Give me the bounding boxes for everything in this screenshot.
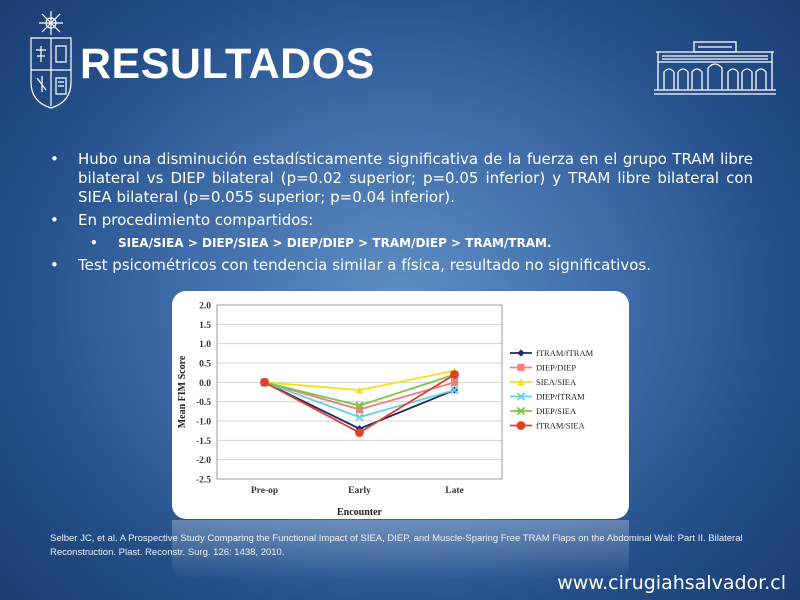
data-point [260,377,269,387]
data-point [450,370,459,379]
x-tick-label: Pre-op [251,486,278,496]
legend-marker [517,378,525,386]
citation: Selber JC, et al. A Prospective Study Co… [50,533,743,558]
legend-label: DIEP/fTRAM [536,392,585,402]
bullet-item: Hubo una disminución estadísticamente si… [50,150,753,207]
chart-card: 2.0 1.5 1.0 0.5 0.0 -0.5 -1.0 -1.5 -2.0 -2.5 Pre-o… [172,291,629,519]
legend-marker [516,406,526,416]
plot-frame [216,304,503,480]
data-point [355,428,364,437]
y-tick-label: -2.0 [196,456,211,466]
y-tick-label: 1.5 [199,321,211,331]
legend-marker [516,392,526,401]
y-tick-label: 1.0 [199,340,211,350]
x-axis-label: Encounter [337,507,383,518]
bullet-list: Hubo una disminución estadísticamente si… [50,150,753,279]
website-url: www.cirugiahsalvador.cl [557,572,786,594]
data-point [355,386,364,394]
bullet-item: Test psicométricos con tendencia similar… [50,256,753,275]
chart-reflection [172,520,629,580]
legend-label: SIEA/SIEA [536,377,577,387]
data-point [450,385,459,395]
legend-label: DIEP/DIEP [536,363,576,373]
legend-label: fTRAM/fTRAM [536,348,594,358]
y-tick-label: 0.5 [199,360,211,370]
y-tick-label: -0.5 [196,398,211,408]
data-point [355,405,364,413]
y-tick-label: 0.0 [199,379,211,389]
y-tick-label: -1.0 [196,418,211,428]
legend-marker [517,349,525,357]
legend-label: fTRAM/SIEA [536,421,586,431]
data-point [355,401,364,410]
hospital-building-logo [654,41,776,95]
y-tick-label: 2.0 [199,302,211,312]
legend-marker [516,421,526,430]
sub-bullet-item: SIEA/SIEA > DIEP/SIEA > DIEP/DIEP > TRAM… [50,234,753,252]
bullet-item: En procedimiento compartidos: [50,211,753,230]
legend-label: DIEP/SIEA [536,406,577,416]
y-axis-label: Mean FIM Score [177,355,188,428]
y-tick-label: -1.5 [196,437,211,447]
x-tick-label: Early [348,486,371,496]
x-tick-label: Late [445,486,463,496]
data-point [450,378,459,386]
university-crest-logo [30,11,72,109]
y-tick-label: -2.5 [196,476,211,486]
line-chart: 2.0 1.5 1.0 0.5 0.0 -0.5 -1.0 -1.5 -2.0 -2.5 Pre-o… [177,302,594,519]
legend-marker [517,363,525,372]
page-title: RESULTADOS [80,40,375,88]
data-point [355,412,364,422]
